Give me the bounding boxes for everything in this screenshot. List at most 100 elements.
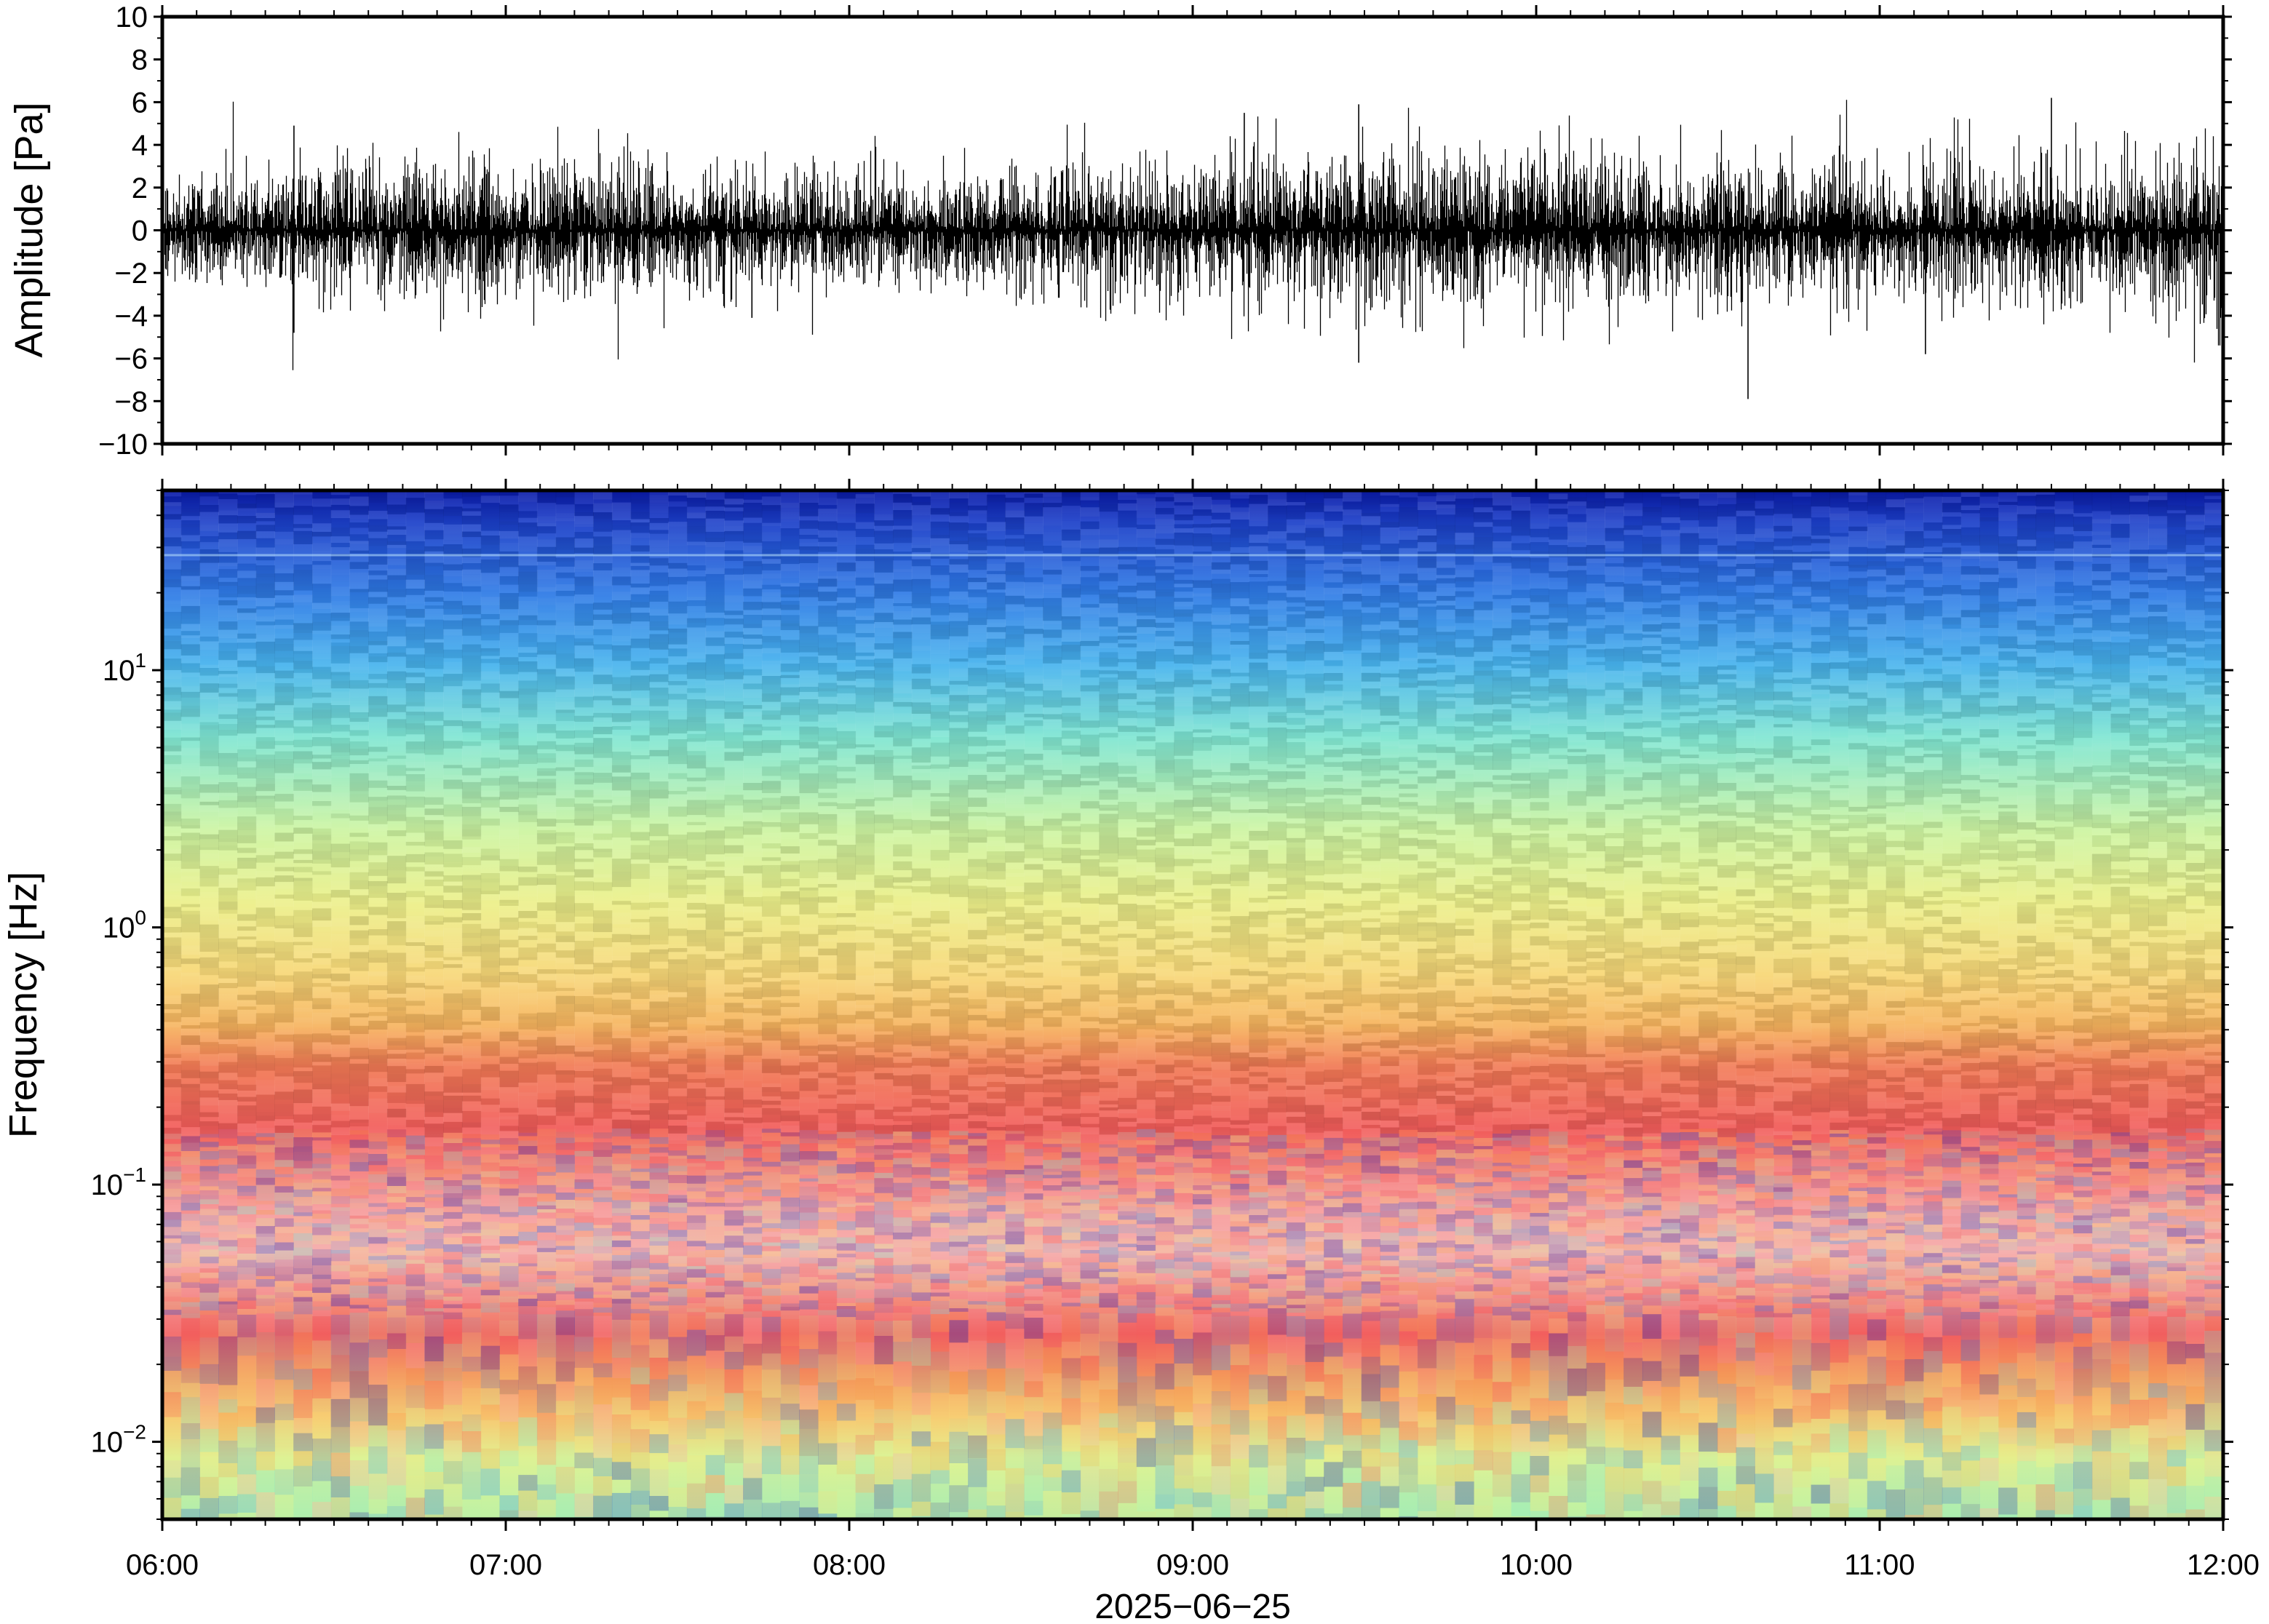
spectrogram-cell bbox=[443, 1186, 463, 1193]
spectrogram-cell bbox=[293, 1212, 313, 1217]
spectrogram-cell bbox=[480, 835, 500, 840]
spectrogram-cell bbox=[630, 811, 650, 818]
spectrogram-cell bbox=[574, 1452, 594, 1468]
spectrogram-cell bbox=[761, 740, 782, 744]
spectrogram-cell bbox=[349, 1003, 369, 1011]
spectrogram-cell bbox=[162, 1121, 182, 1129]
spectrogram-cell bbox=[761, 720, 782, 727]
spectrogram-cell bbox=[574, 1270, 594, 1276]
spectrogram-cell bbox=[499, 567, 519, 576]
spectrogram-cell bbox=[724, 643, 744, 653]
spectrogram-cell bbox=[743, 1206, 763, 1211]
spectrogram-cell bbox=[293, 767, 313, 774]
spectrogram-cell bbox=[499, 641, 519, 646]
spectrogram-cell bbox=[461, 1308, 482, 1318]
spectrogram-cell bbox=[649, 974, 669, 981]
spectrogram-cell bbox=[499, 1159, 519, 1167]
spectrogram-cell bbox=[724, 838, 744, 845]
spectrogram-cell bbox=[162, 1477, 182, 1498]
spectrogram-cell bbox=[180, 1025, 200, 1029]
spectrogram-cell bbox=[743, 675, 763, 684]
spectrogram-cell bbox=[199, 1241, 219, 1246]
spectrogram-cell bbox=[180, 789, 200, 799]
spectrogram-cell bbox=[237, 1164, 257, 1169]
spectrogram-cell bbox=[518, 1490, 538, 1511]
spectrogram-cell bbox=[574, 811, 594, 819]
spectrogram-cell bbox=[237, 563, 257, 571]
spectrogram-cell bbox=[536, 910, 557, 916]
spectrogram-cell bbox=[443, 875, 463, 882]
spectrogram-cell bbox=[761, 1108, 782, 1115]
spectrogram-cell bbox=[686, 1198, 707, 1203]
spectrogram-cell bbox=[386, 1292, 407, 1300]
spectrogram-cell bbox=[611, 576, 632, 586]
spectrogram-cell bbox=[480, 752, 500, 758]
spectrogram-cell bbox=[593, 1173, 613, 1182]
spectrogram-cell bbox=[593, 848, 613, 853]
spectrogram-cell bbox=[630, 704, 650, 711]
spectrogram-cell bbox=[330, 1265, 350, 1272]
spectrogram-cell bbox=[518, 947, 538, 958]
spectrogram-cell bbox=[630, 648, 650, 653]
spectrogram-cell bbox=[574, 964, 594, 970]
spectrogram-cell bbox=[480, 1098, 500, 1105]
spectrogram-cell bbox=[218, 1287, 238, 1291]
spectrogram-cell bbox=[424, 1239, 444, 1249]
spectrogram-cell bbox=[593, 531, 613, 537]
spectrogram-cell bbox=[368, 670, 388, 674]
spectrogram-cell bbox=[312, 1214, 332, 1219]
spectrogram-cell bbox=[405, 975, 425, 980]
spectrogram-cell bbox=[630, 1384, 650, 1410]
spectrogram-cell bbox=[162, 729, 182, 738]
spectrogram-cell bbox=[686, 576, 707, 581]
spectrogram-cell bbox=[162, 932, 182, 938]
spectrogram-cell bbox=[162, 1035, 182, 1046]
spectrogram-cell bbox=[593, 1217, 613, 1225]
spectrogram-cell bbox=[274, 1292, 294, 1298]
spectrogram-cell bbox=[386, 728, 407, 736]
spectrogram-cell bbox=[724, 969, 744, 976]
spectrogram-cell bbox=[293, 1137, 313, 1147]
spectrogram-cell bbox=[705, 1220, 725, 1227]
spectrogram-cell bbox=[536, 952, 557, 961]
spectrogram-cell bbox=[668, 798, 688, 807]
spectrogram-cell bbox=[274, 527, 294, 532]
spectrogram-cell bbox=[405, 971, 425, 976]
spectrogram-cell bbox=[349, 909, 369, 917]
spectrogram-cell bbox=[574, 754, 594, 760]
spectrogram-cell bbox=[218, 638, 238, 643]
spectrogram-cell bbox=[443, 680, 463, 687]
spectrogram-cell bbox=[649, 502, 669, 506]
spectrogram-cell bbox=[555, 561, 575, 567]
spectrogram-cell bbox=[218, 696, 238, 700]
spectrogram-cell bbox=[630, 1009, 650, 1015]
spectrogram-cell bbox=[330, 873, 350, 881]
spectrogram-cell bbox=[518, 1231, 538, 1241]
spectrogram-cell bbox=[536, 598, 557, 605]
spectrogram-cell bbox=[312, 588, 332, 598]
spectrogram-cell bbox=[424, 639, 444, 643]
spectrogram-cell bbox=[330, 792, 350, 801]
spectrogram-cell bbox=[705, 1454, 725, 1476]
spectrogram-cell bbox=[555, 1179, 575, 1182]
spectrogram-cell bbox=[724, 732, 744, 742]
spectrogram-cell bbox=[405, 1014, 425, 1023]
spectrogram-cell bbox=[218, 1173, 238, 1181]
spectrogram-cell bbox=[330, 963, 350, 968]
spectrogram-cell bbox=[780, 512, 800, 519]
spectrogram-cell bbox=[274, 1174, 294, 1178]
spectrogram-cell bbox=[499, 613, 519, 621]
spectrogram-cell bbox=[218, 1083, 238, 1089]
spectrogram-cell bbox=[480, 1253, 500, 1259]
spectrogram-cell bbox=[574, 895, 594, 904]
spectrogram-cell bbox=[705, 499, 725, 507]
spectrogram-cell bbox=[293, 945, 313, 951]
spectrogram-cell bbox=[255, 778, 275, 784]
spectrogram-cell bbox=[611, 1319, 632, 1342]
spectrogram-cell bbox=[761, 748, 782, 753]
spectrogram-cell bbox=[274, 894, 294, 899]
spectrogram-cell bbox=[555, 810, 575, 820]
spectrogram-cell bbox=[312, 568, 332, 576]
spectrogram-cell bbox=[293, 1174, 313, 1179]
spectrogram-cell bbox=[555, 1040, 575, 1046]
